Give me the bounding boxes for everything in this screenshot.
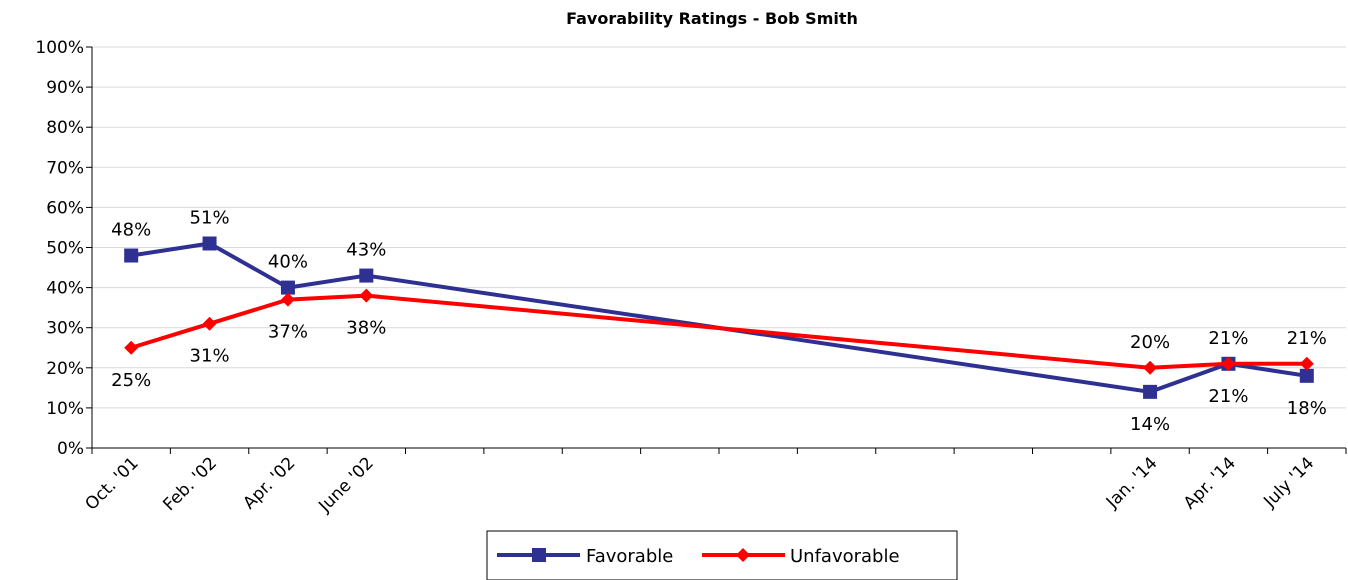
favorable-data-label: 48%	[111, 220, 151, 241]
legend-favorable-marker	[532, 548, 546, 562]
favorable-data-label: 43%	[346, 240, 386, 261]
y-tick-label: 20%	[46, 359, 84, 379]
unfavorable-point	[1299, 356, 1314, 371]
unfavorable-point	[1143, 360, 1158, 375]
y-tick-label: 100%	[35, 38, 84, 58]
y-tick-label: 80%	[46, 118, 84, 138]
x-tick-label: Apr. '02	[239, 453, 299, 513]
favorable-data-label: 21%	[1208, 386, 1248, 407]
data-labels: 48% 51% 40% 43% 14% 21% 18% 25% 31% 37% 38% 20% 21% 2…	[111, 207, 1327, 434]
x-tick-label: July '14	[1259, 453, 1318, 512]
favorable-point	[202, 236, 217, 251]
unfavorable-point	[202, 316, 217, 331]
unfavorable-point	[1221, 356, 1236, 371]
y-tick-label: 70%	[46, 158, 84, 178]
legend-favorable-label: Favorable	[586, 546, 673, 567]
y-tick-label: 50%	[46, 239, 84, 259]
unfavorable-data-label: 21%	[1208, 328, 1248, 349]
grid	[92, 46, 1346, 409]
series-layer	[124, 236, 1314, 399]
x-tick-label: June '02	[314, 453, 377, 516]
unfavorable-data-label: 25%	[111, 370, 151, 391]
y-tick-label: 60%	[46, 198, 84, 218]
legend-unfavorable-marker	[736, 548, 750, 562]
y-tick-label: 40%	[46, 279, 84, 299]
unfavorable-point	[124, 340, 139, 355]
y-tick-label: 90%	[46, 78, 84, 98]
favorable-data-label: 40%	[268, 252, 308, 273]
legend-unfavorable-label: Unfavorable	[790, 546, 900, 567]
unfavorable-data-label: 20%	[1130, 332, 1170, 353]
unfavorable-point	[280, 292, 295, 307]
x-tick-label: Jan. '14	[1102, 453, 1162, 513]
favorable-data-label: 18%	[1287, 398, 1327, 419]
favorable-point	[280, 280, 295, 295]
unfavorable-data-label: 37%	[268, 322, 308, 343]
unfavorable-point	[359, 288, 374, 303]
unfavorable-data-label: 31%	[190, 346, 230, 367]
favorable-point	[1143, 384, 1158, 399]
x-tick-label: Feb. '02	[159, 453, 221, 515]
favorable-point	[124, 248, 139, 263]
y-tick-label: 10%	[46, 399, 84, 419]
x-tick-label: Apr. '14	[1180, 453, 1240, 513]
y-tick-label: 0%	[57, 439, 84, 459]
favorable-data-label: 14%	[1130, 414, 1170, 435]
x-tick-label: Oct. '01	[82, 453, 143, 514]
unfavorable-data-label: 38%	[346, 318, 386, 339]
favorable-data-label: 51%	[190, 207, 230, 228]
unfavorable-data-label: 21%	[1287, 328, 1327, 349]
chart-title: Favorability Ratings - Bob Smith	[566, 9, 858, 28]
y-tick-label: 30%	[46, 319, 84, 339]
favorable-point	[1299, 368, 1314, 383]
legend: Favorable Unfavorable	[486, 530, 958, 580]
favorable-point	[359, 268, 374, 283]
axes: 0% 10% 20% 30% 40% 50% 60% 70% 80% 90% 100% Oct. '0…	[35, 38, 1347, 517]
